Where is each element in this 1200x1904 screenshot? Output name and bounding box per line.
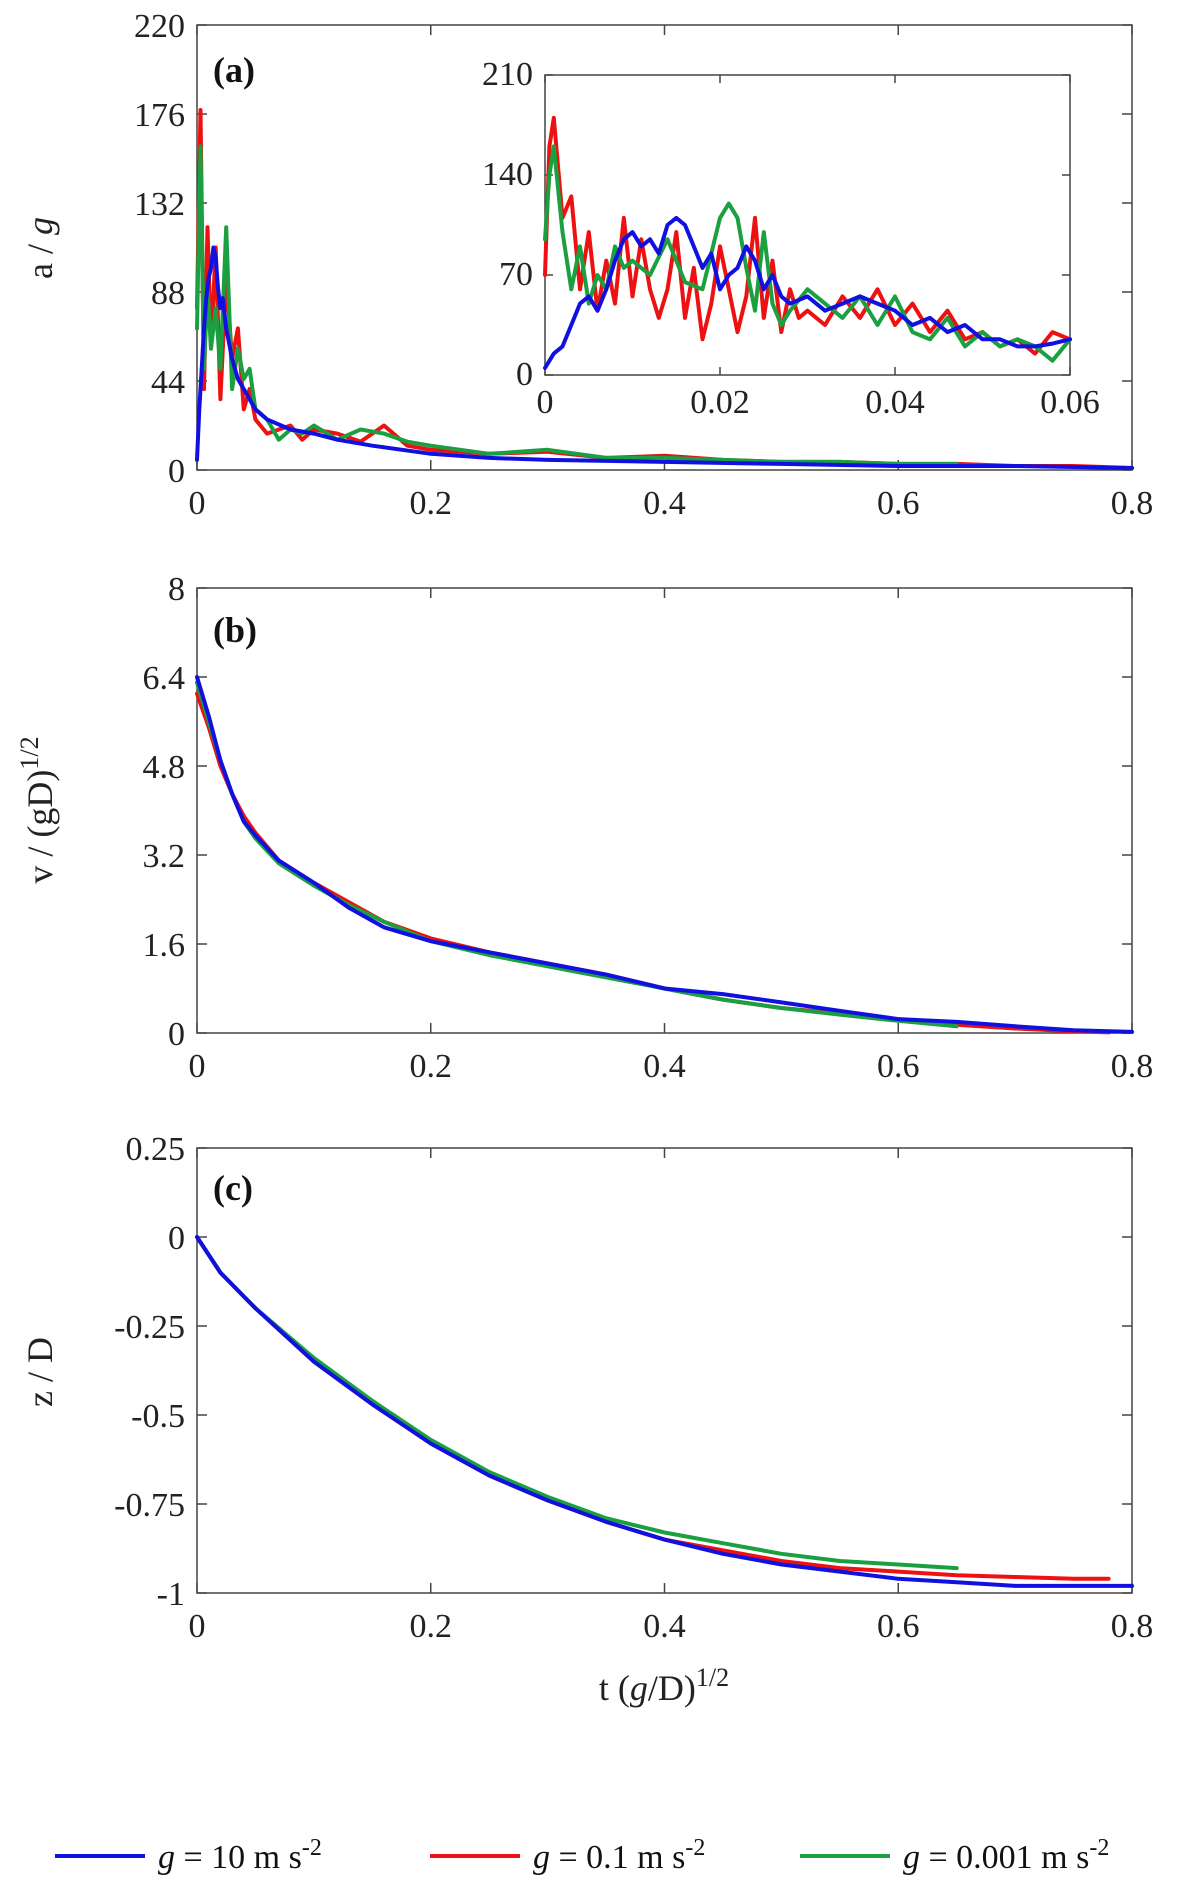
- legend-entry-g01: g = 0.1 m s-2: [430, 1835, 705, 1876]
- panel-b-label: (b): [213, 610, 257, 650]
- a_inset-xtick-label: 0.04: [865, 384, 925, 421]
- b-xtick-label: 0.2: [410, 1048, 453, 1085]
- panel-a-inset: 0 70 140 210 0 0.02 0.04 0.06: [482, 56, 1100, 421]
- panel-b-velocity: 0 1.6 3.2 4.8 6.4 8 0 0.2 0.4 0.6 0.8 (b) v / (gD…: [15, 571, 1154, 1085]
- c-xtick-label: 0.8: [1111, 1608, 1154, 1645]
- legend-label-g10: g = 10 m s-2: [158, 1835, 322, 1876]
- a_inset-xtick-label: 0: [537, 384, 554, 421]
- a-ytick-label: 132: [134, 186, 185, 223]
- legend-label-g01: g = 0.1 m s-2: [533, 1835, 705, 1876]
- b-ytick-label: 0: [168, 1016, 185, 1053]
- panel-a-acceleration: 0 44 88 132 176 220 0 0.2 0.4 0.6 0.8 (a) a / g 0…: [20, 8, 1153, 522]
- b-series-g10: [195, 675, 1134, 1034]
- a-xtick-label: 0: [189, 485, 206, 522]
- b-xtick-label: 0.8: [1111, 1048, 1154, 1085]
- a-xtick-label: 0.4: [643, 485, 686, 522]
- a-xtick-label: 0.2: [410, 485, 453, 522]
- a-ytick-label: 44: [151, 364, 185, 401]
- legend: g = 10 m s-2 g = 0.1 m s-2 g = 0.001 m s…: [55, 1835, 1109, 1876]
- legend-entry-g10: g = 10 m s-2: [55, 1835, 322, 1876]
- c-ytick-label: -0.25: [114, 1309, 185, 1346]
- legend-entry-g0001: g = 0.001 m s-2: [800, 1835, 1109, 1876]
- c-series-g0001: [195, 1235, 959, 1571]
- b-xtick-label: 0.4: [643, 1048, 686, 1085]
- c-ytick-label: -0.5: [131, 1398, 185, 1435]
- panel-b-ylabel: v / (gD)1/2: [15, 736, 61, 883]
- legend-label-g0001: g = 0.001 m s-2: [903, 1835, 1109, 1876]
- panel-b-frame: [196, 587, 1133, 1034]
- c-xtick-label: 0: [189, 1608, 206, 1645]
- a_inset-ytick-label: 0: [516, 356, 533, 393]
- b-ytick-label: 8: [168, 571, 185, 608]
- a_inset-series-g0001: [543, 144, 1072, 363]
- c-series-g01: [195, 1235, 1111, 1581]
- panel-c-ylabel: z / D: [20, 1337, 60, 1407]
- panel-a-label: (a): [213, 50, 255, 90]
- panel-c-label: (c): [213, 1168, 253, 1208]
- c-ytick-label: 0: [168, 1220, 185, 1257]
- b-series-g01: [195, 691, 1111, 1035]
- panel-c-frame: [196, 1147, 1133, 1594]
- b-xtick-label: 0: [189, 1048, 206, 1085]
- b-xtick-label: 0.6: [877, 1048, 920, 1085]
- c-xtick-label: 0.2: [410, 1608, 453, 1645]
- c-ytick-label: -1: [157, 1576, 185, 1613]
- a-xtick-label: 0.6: [877, 485, 920, 522]
- b-ytick-label: 6.4: [143, 660, 186, 697]
- b-series-g0001: [195, 680, 959, 1029]
- a_inset-ytick-label: 210: [482, 56, 533, 93]
- a-ytick-label: 176: [134, 97, 185, 134]
- a-xtick-label: 0.8: [1111, 485, 1154, 522]
- a_inset-ytick-label: 70: [499, 256, 533, 293]
- a_inset-xtick-label: 0.02: [690, 384, 750, 421]
- b-ytick-label: 3.2: [143, 838, 186, 875]
- c-ytick-label: 0.25: [126, 1131, 186, 1168]
- c-xtick-label: 0.6: [877, 1608, 920, 1645]
- a-ytick-label: 0: [168, 453, 185, 490]
- b-ytick-label: 4.8: [143, 749, 186, 786]
- panel-a-ylabel: a / g: [20, 217, 60, 279]
- a-series-g10: [195, 245, 1134, 470]
- a_inset-ytick-label: 140: [482, 156, 533, 193]
- c-ytick-label: -0.75: [114, 1487, 185, 1524]
- a_inset-xtick-label: 0.06: [1040, 384, 1100, 421]
- a_inset-series-g10: [543, 215, 1072, 370]
- c-series-g10: [195, 1235, 1134, 1588]
- a-ytick-label: 88: [151, 275, 185, 312]
- c-xtick-label: 0.4: [643, 1608, 686, 1645]
- b-ytick-label: 1.6: [143, 927, 186, 964]
- panel-c-xlabel: t (g/D)1/2: [599, 1663, 729, 1709]
- a-ytick-label: 220: [134, 8, 185, 45]
